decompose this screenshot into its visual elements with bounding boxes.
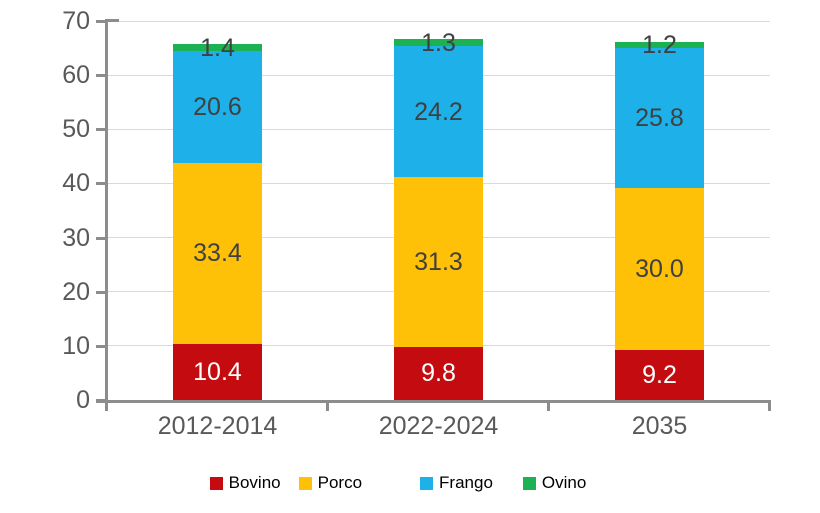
x-axis-tick	[326, 400, 329, 411]
bar-segment-frango	[394, 46, 483, 178]
bar-value-label: 30.0	[635, 254, 684, 283]
y-axis-tick-label: 50	[62, 115, 90, 144]
bar-segment-ovino	[394, 39, 483, 47]
y-axis-tick	[96, 74, 107, 78]
x-axis-tick	[768, 400, 771, 411]
legend-marker-ovino	[522, 476, 536, 490]
bar-value-label: 24.2	[414, 97, 463, 126]
y-axis-tick	[96, 20, 107, 23]
legend: Bovino Porco Frango Ovino	[0, 470, 808, 496]
bar-value-label: 10.4	[193, 357, 242, 386]
y-axis-tick	[96, 399, 107, 402]
legend-marker-bovino	[209, 476, 223, 490]
legend-label: Porco	[317, 473, 363, 492]
bar-value-label: 1.4	[200, 33, 235, 62]
legend-item-bovino: Bovino	[209, 473, 281, 493]
bar-segment-ovino	[615, 41, 704, 49]
y-axis-top-cap	[105, 19, 119, 22]
legend-label: Bovino	[228, 473, 281, 492]
y-axis-tick-label: 10	[62, 331, 90, 360]
y-axis-tick-label: 70	[62, 7, 90, 35]
bar-value-label: 1.2	[642, 30, 677, 59]
legend-marker-porco	[298, 476, 312, 490]
x-axis-category-label: 2035	[631, 412, 688, 440]
bar-value-label: 1.3	[421, 28, 456, 57]
legend-marker-frango	[420, 476, 434, 490]
legend-item-porco: Porco	[298, 473, 363, 493]
bar-value-label: 20.6	[193, 93, 242, 122]
bar-segment-bovino	[173, 343, 262, 400]
bar-value-label: 25.8	[635, 103, 684, 132]
y-axis-tick-label: 40	[62, 169, 90, 198]
bar-value-label: 9.8	[421, 359, 456, 388]
legend-item-ovino: Ovino	[522, 473, 587, 493]
y-axis-tick-label: 0	[76, 386, 90, 414]
y-axis-tick	[96, 290, 107, 294]
bar-segment-ovino	[173, 43, 262, 52]
x-axis-tick	[105, 400, 108, 411]
y-axis-tick-label: 30	[62, 223, 90, 252]
bar-segment-bovino	[394, 346, 483, 400]
bar-value-label: 31.3	[414, 248, 463, 277]
bar-segment-frango	[173, 51, 262, 163]
legend-label: Ovino	[541, 473, 587, 492]
y-axis-tick	[96, 236, 107, 240]
bar-value-label: 33.4	[193, 239, 242, 268]
x-axis-category-label: 2012-2014	[157, 412, 278, 440]
x-axis-line	[96, 400, 770, 403]
y-axis-tick-label: 20	[62, 277, 90, 306]
x-axis-category-label: 2022-2024	[378, 412, 499, 440]
legend-label: Frango	[439, 473, 493, 492]
y-axis-tick	[96, 128, 107, 132]
x-axis-tick	[547, 400, 550, 411]
bar-segment-porco	[615, 187, 704, 351]
legend-item-frango: Frango	[420, 473, 493, 493]
bar-segment-bovino	[615, 350, 704, 400]
gridline	[107, 20, 770, 22]
y-axis-tick	[96, 182, 107, 186]
plot-area: 10.4 33.4 20.6 1.4 9.8 31.3 24.2 1.3 9.2 30.0 25.8…	[62, 7, 771, 440]
y-axis-tick-label: 60	[62, 61, 90, 90]
bar-segment-porco	[394, 177, 483, 347]
bar-segment-porco	[173, 162, 262, 344]
y-axis-tick	[96, 344, 107, 348]
y-axis-line	[105, 19, 108, 403]
bar-value-label: 9.2	[642, 361, 677, 390]
bar-segment-frango	[615, 48, 704, 188]
